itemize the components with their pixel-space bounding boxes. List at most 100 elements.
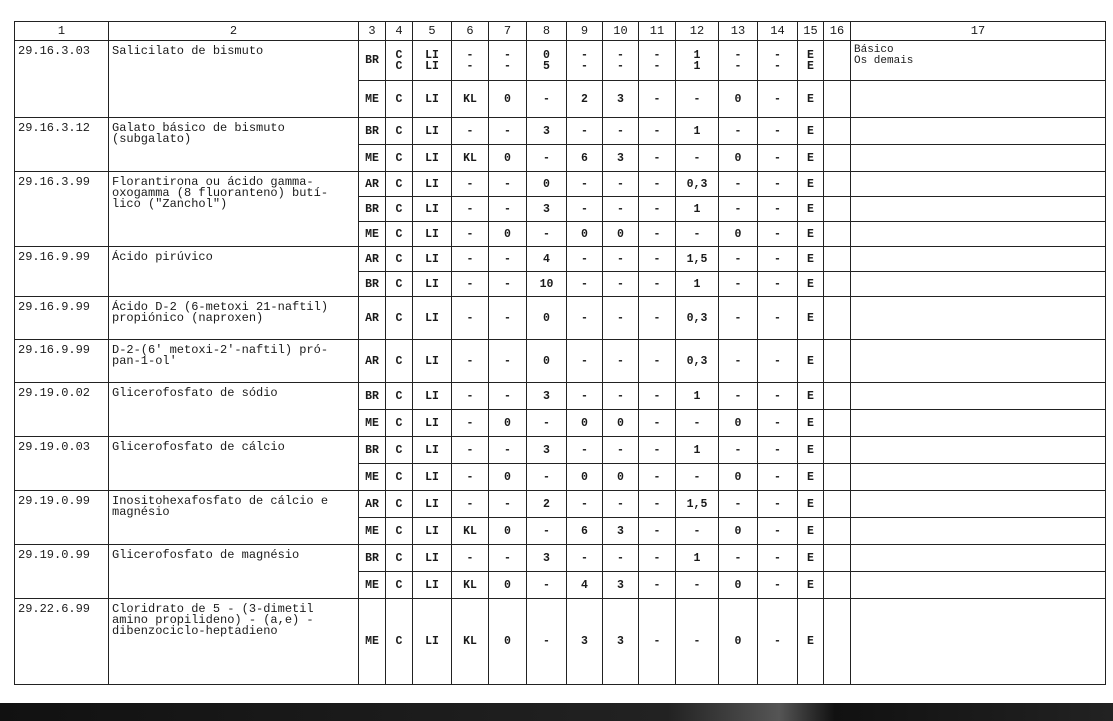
product-description: Cloridrato de 5 - (3-dimetil amino propi… xyxy=(108,598,359,685)
cell-col-12: - xyxy=(675,80,719,118)
cell-col-14: - xyxy=(757,436,798,464)
cell-col-16 xyxy=(823,144,851,172)
cell-col-7: 0 xyxy=(488,571,527,599)
cell-col-11: - xyxy=(638,490,676,518)
table-row: 29.16.9.99 D-2-(6' metoxi-2'-naftil) pró-… xyxy=(14,339,1106,383)
product-description: Glicerofosfato de cálcio xyxy=(108,436,359,491)
cell-col-3: AR xyxy=(358,490,386,518)
scan-edge xyxy=(0,703,1113,721)
cell-col-12: - xyxy=(675,221,719,247)
cell-col-9: 0 xyxy=(566,463,603,491)
table-row: ME C LI KL 0-6 3- -0- E xyxy=(15,517,1106,545)
cell-col-4: C xyxy=(385,409,413,437)
cell-col-14: - xyxy=(757,296,798,340)
table-row: 29.16.3.99 Florantirona ou ácido gamma- o… xyxy=(14,171,1106,247)
cell-col-13: - xyxy=(718,436,758,464)
cell-col-16 xyxy=(823,246,851,272)
cell-col-4: C xyxy=(385,296,413,340)
cell-col-5: LI xyxy=(412,382,452,410)
cell-col-11: - xyxy=(638,221,676,247)
cell-col-8: - xyxy=(526,571,567,599)
cell-col-16 xyxy=(823,490,851,518)
cell-col-5: LI xyxy=(412,517,452,545)
cell-col-15: E xyxy=(797,296,824,340)
cell-col-13: 0 xyxy=(718,409,758,437)
classification-code: 29.19.0.02 xyxy=(14,382,109,437)
product-table: 1 2 3 4 5 6 7 8 9 10 11 12 13 14 15 16 17 29.16.3.03 Sali… xyxy=(14,21,1106,685)
column-header-9: 9 xyxy=(566,21,603,41)
classification-code: 29.16.3.03 xyxy=(14,40,109,118)
cell-col-3: BR xyxy=(358,544,386,572)
note-cell xyxy=(850,463,1106,491)
note-cell xyxy=(850,339,1106,383)
cell-col-11: - xyxy=(638,382,676,410)
cell-col-3: BR xyxy=(358,117,386,145)
cell-col-13: - xyxy=(718,117,758,145)
cell-col-6: KL xyxy=(451,571,489,599)
note-cell xyxy=(850,490,1106,518)
cell-col-15: E xyxy=(797,339,824,383)
cell-col-15: E xyxy=(797,117,824,145)
cell-col-12: 1 xyxy=(675,436,719,464)
cell-col-9: - xyxy=(566,171,603,197)
table-row: 29.16.3.03 Salicilato de bismuto BR C C LI L… xyxy=(14,40,1106,118)
cell-col-9: - xyxy=(566,196,603,222)
cell-col-6: - xyxy=(451,463,489,491)
note-cell xyxy=(850,382,1106,410)
note-cell xyxy=(850,436,1106,464)
cell-col-7: - xyxy=(488,490,527,518)
cell-col-14: - xyxy=(757,271,798,297)
cell-col-5: LI xyxy=(412,598,452,685)
column-header-14: 14 xyxy=(757,21,798,41)
cell-col-8: 0 xyxy=(526,339,567,383)
classification-code: 29.16.9.99 xyxy=(14,246,109,297)
column-header-4: 4 xyxy=(385,21,413,41)
table-row: ME C LI -0-0 0- -0- E xyxy=(15,221,1106,247)
cell-col-4: C xyxy=(385,80,413,118)
note-cell xyxy=(850,221,1106,247)
cell-col-6: - xyxy=(451,490,489,518)
product-description: Glicerofosfato de magnésio xyxy=(108,544,359,599)
cell-col-10: 3 xyxy=(602,571,639,599)
cell-col-15: E xyxy=(797,544,824,572)
column-header-5: 5 xyxy=(412,21,452,41)
cell-col-13: - xyxy=(718,196,758,222)
classification-code: 29.16.3.12 xyxy=(14,117,109,172)
cell-col-3: ME xyxy=(358,221,386,247)
cell-col-6: - - xyxy=(451,40,489,81)
cell-col-13: 0 xyxy=(718,463,758,491)
cell-col-11: - xyxy=(638,246,676,272)
cell-col-14: - xyxy=(757,246,798,272)
cell-col-14: - xyxy=(757,221,798,247)
table-row: BR C LI - -3- - -1- - E xyxy=(15,196,1106,222)
cell-col-8: - xyxy=(526,598,567,685)
cell-col-13: - xyxy=(718,382,758,410)
cell-col-9: 6 xyxy=(566,517,603,545)
table-row: 29.19.0.99 Glicerofosfato de magnésio BR C L… xyxy=(14,544,1106,599)
cell-col-8: - xyxy=(526,409,567,437)
cell-col-5: LI xyxy=(412,246,452,272)
cell-col-5: LI xyxy=(412,409,452,437)
cell-col-10: - xyxy=(602,271,639,297)
cell-col-4: C xyxy=(385,171,413,197)
cell-col-15: E xyxy=(797,144,824,172)
product-description: D-2-(6' metoxi-2'-naftil) pró- pan-1-ol' xyxy=(108,339,359,383)
cell-col-5: LI xyxy=(412,271,452,297)
cell-col-13: 0 xyxy=(718,221,758,247)
cell-col-11: - xyxy=(638,409,676,437)
cell-col-7: - - xyxy=(488,40,527,81)
cell-col-10: 0 xyxy=(602,463,639,491)
note-cell xyxy=(850,80,1106,118)
cell-col-14: - xyxy=(757,382,798,410)
cell-col-6: - xyxy=(451,382,489,410)
cell-col-13: - - xyxy=(718,40,758,81)
cell-col-6: - xyxy=(451,171,489,197)
cell-col-15: E xyxy=(797,436,824,464)
cell-col-10: - xyxy=(602,117,639,145)
cell-col-12: 0,3 xyxy=(675,296,719,340)
cell-col-3: AR xyxy=(358,171,386,197)
cell-col-6: KL xyxy=(451,80,489,118)
table-row: 29.22.6.99 Cloridrato de 5 - (3-dimetil a… xyxy=(14,598,1106,685)
cell-col-10: 0 xyxy=(602,409,639,437)
cell-col-7: 0 xyxy=(488,598,527,685)
